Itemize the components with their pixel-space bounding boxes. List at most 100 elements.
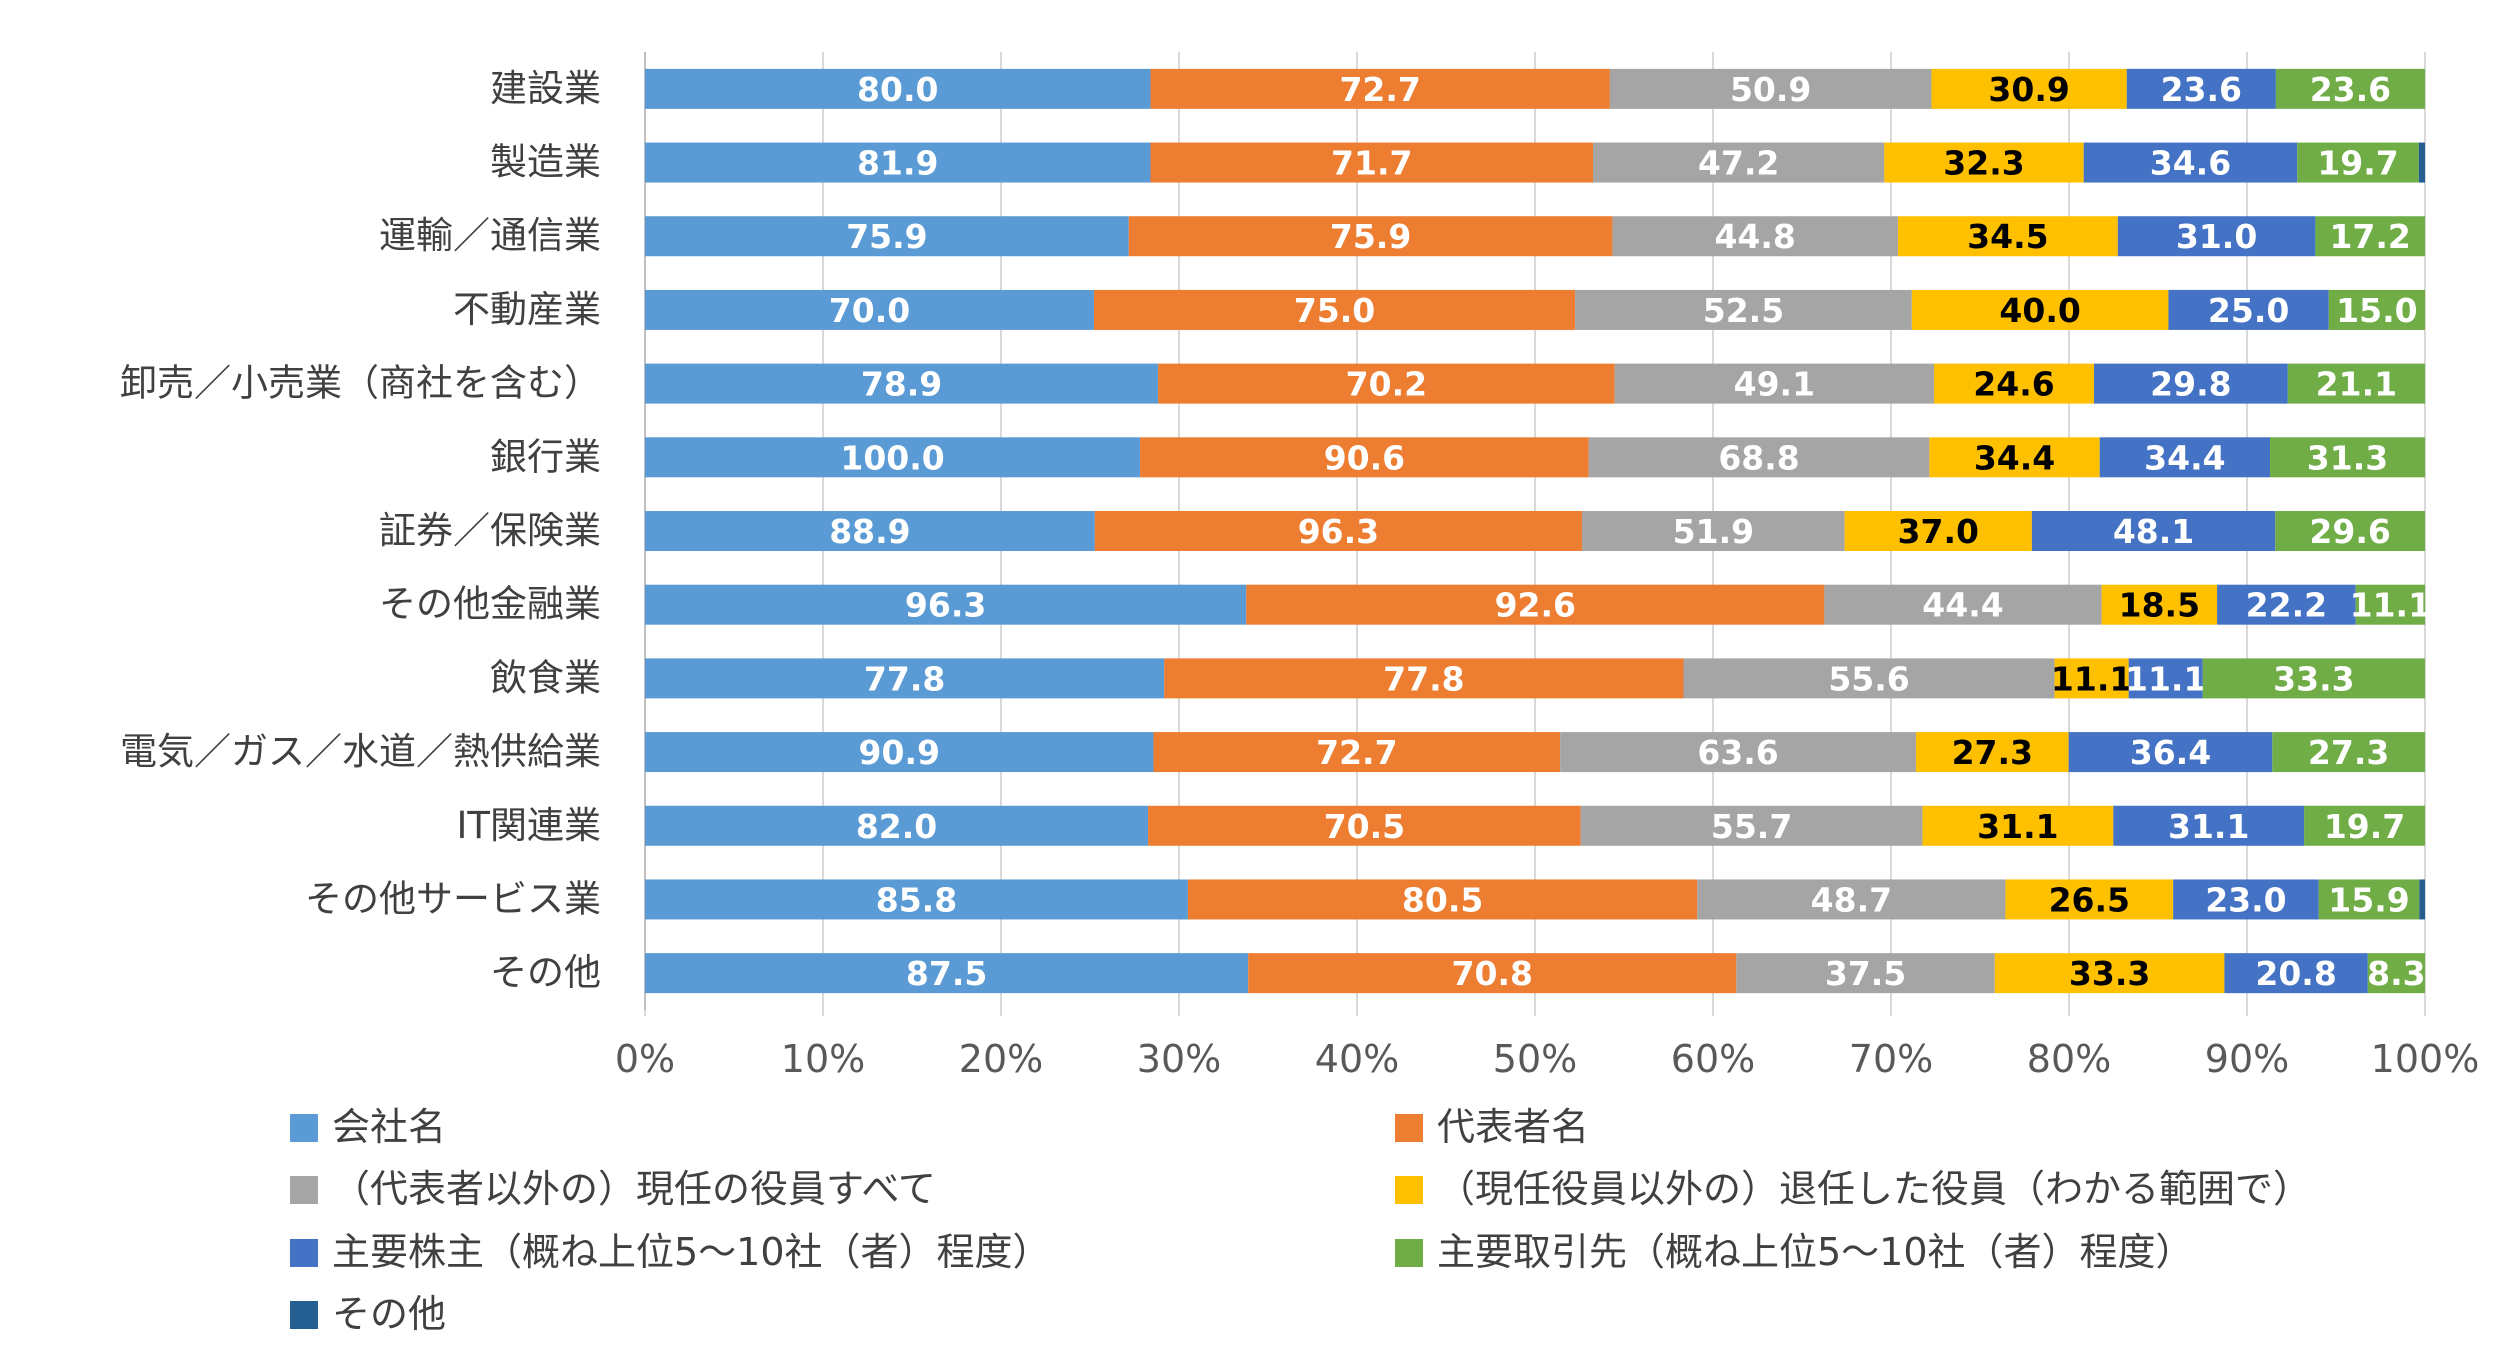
bar-segment xyxy=(1844,511,2032,551)
data-label: 52.5 xyxy=(1703,291,1784,330)
x-tick-label: 60% xyxy=(1671,1037,1755,1081)
bar-segment xyxy=(645,953,1249,994)
bar-segment xyxy=(2117,216,2316,257)
data-label: 70.0 xyxy=(829,291,910,330)
bar-segment xyxy=(645,805,1149,846)
data-label: 31.1 xyxy=(1977,807,2058,846)
data-label: 75.9 xyxy=(1330,217,1411,256)
x-tick-label: 70% xyxy=(1849,1037,1933,1081)
bar-segment xyxy=(1094,511,1583,551)
bar-segment xyxy=(2355,584,2425,625)
x-tick-label: 100% xyxy=(2371,1037,2480,1081)
data-label: 23.6 xyxy=(2161,70,2242,109)
bar-segment xyxy=(1094,289,1576,330)
data-label: 17.2 xyxy=(2329,217,2410,256)
data-label: 29.6 xyxy=(2309,512,2390,551)
bar-segment xyxy=(1614,363,1934,404)
data-label: 18.5 xyxy=(2119,586,2200,625)
data-label: 33.3 xyxy=(2273,659,2354,698)
bar-segment xyxy=(1884,142,2084,183)
legend-label: 主要株主（概ね上位5～10社（者）程度） xyxy=(332,1230,1051,1274)
bar-segment xyxy=(1248,953,1737,994)
bar-segment xyxy=(1187,879,1698,920)
bar-segment xyxy=(2113,805,2305,846)
data-label: 100.0 xyxy=(840,438,944,477)
bar-segment xyxy=(2168,289,2329,330)
data-label: 34.5 xyxy=(1967,217,2048,256)
data-label: 85.8 xyxy=(876,880,957,919)
bar-segment xyxy=(645,363,1159,404)
data-label: 36.4 xyxy=(2130,733,2211,772)
data-label: 80.5 xyxy=(1402,880,1483,919)
bar-segment xyxy=(1560,732,1916,773)
data-label: 90.6 xyxy=(1324,438,1405,477)
bar-segment xyxy=(2287,363,2425,404)
data-label: 78.9 xyxy=(861,365,942,404)
data-label: 40.0 xyxy=(1999,291,2080,330)
x-tick-label: 40% xyxy=(1315,1037,1399,1081)
data-label: 25.0 xyxy=(2208,291,2289,330)
data-label: 72.7 xyxy=(1316,733,1397,772)
data-label: 70.2 xyxy=(1346,365,1427,404)
bar-segment xyxy=(2224,953,2368,994)
bar-segment xyxy=(2419,879,2425,920)
data-label: 49.1 xyxy=(1734,365,1815,404)
bar-segment xyxy=(2083,142,2298,183)
data-label: 44.4 xyxy=(1922,586,2003,625)
bar-segment xyxy=(1609,68,1932,109)
category-label: 不動産業 xyxy=(453,288,601,331)
bar-segment xyxy=(645,584,1247,625)
data-label: 37.0 xyxy=(1898,512,1979,551)
bar-segment xyxy=(2275,511,2425,551)
data-label: 80.0 xyxy=(857,70,938,109)
bar-segment xyxy=(1148,805,1581,846)
bar-segment xyxy=(1683,658,2055,699)
bar-segment xyxy=(1697,879,2006,920)
data-label: 34.6 xyxy=(2150,144,2231,183)
bar-segment xyxy=(1736,953,1995,994)
data-label: 11.1 xyxy=(2125,659,2206,698)
data-label: 31.1 xyxy=(2168,807,2249,846)
legend-swatch xyxy=(1395,1239,1423,1267)
data-label: 77.8 xyxy=(864,659,945,698)
bar-segment xyxy=(2367,953,2425,994)
bar-segment xyxy=(1915,732,2069,773)
bar-segment xyxy=(2217,584,2356,625)
data-label: 47.2 xyxy=(1698,144,1779,183)
bar-segment xyxy=(2328,289,2425,330)
bar-segment xyxy=(645,658,1165,699)
data-label: 70.8 xyxy=(1452,954,1533,993)
bar-segment xyxy=(1588,437,1930,478)
category-label: 製造業 xyxy=(490,141,601,184)
data-label: 51.9 xyxy=(1673,512,1754,551)
data-label: 68.8 xyxy=(1718,438,1799,477)
bar-segment xyxy=(2297,142,2419,183)
data-label: 21.1 xyxy=(2316,365,2397,404)
data-label: 27.3 xyxy=(1952,733,2033,772)
bar-segment xyxy=(1931,68,2127,109)
data-label: 44.8 xyxy=(1714,217,1795,256)
bar-segment xyxy=(1153,732,1561,773)
data-label: 32.3 xyxy=(1943,144,2024,183)
category-label: 卸売／小売業（商社を含む） xyxy=(120,362,601,405)
bar-segment xyxy=(2128,658,2203,699)
bar-segment xyxy=(645,437,1141,478)
legend-label: 主要取引先（概ね上位5～10社（者）程度） xyxy=(1437,1230,2194,1274)
x-tick-label: 10% xyxy=(781,1037,865,1081)
data-label: 55.6 xyxy=(1828,659,1909,698)
bar-segment xyxy=(1164,658,1684,699)
bar-segment xyxy=(2068,732,2273,773)
data-label: 34.4 xyxy=(1974,438,2055,477)
bar-segment xyxy=(645,511,1095,551)
legend-swatch xyxy=(290,1176,318,1204)
data-label: 8.3 xyxy=(2367,954,2425,993)
category-label: 銀行業 xyxy=(490,435,601,478)
data-label: 77.8 xyxy=(1383,659,1464,698)
x-tick-label: 30% xyxy=(1137,1037,1221,1081)
data-label: 20.8 xyxy=(2255,954,2336,993)
bar-segment xyxy=(1911,289,2169,330)
bar-segment xyxy=(2318,879,2420,920)
data-label: 15.9 xyxy=(2328,880,2409,919)
legend-label: その他 xyxy=(332,1292,446,1336)
